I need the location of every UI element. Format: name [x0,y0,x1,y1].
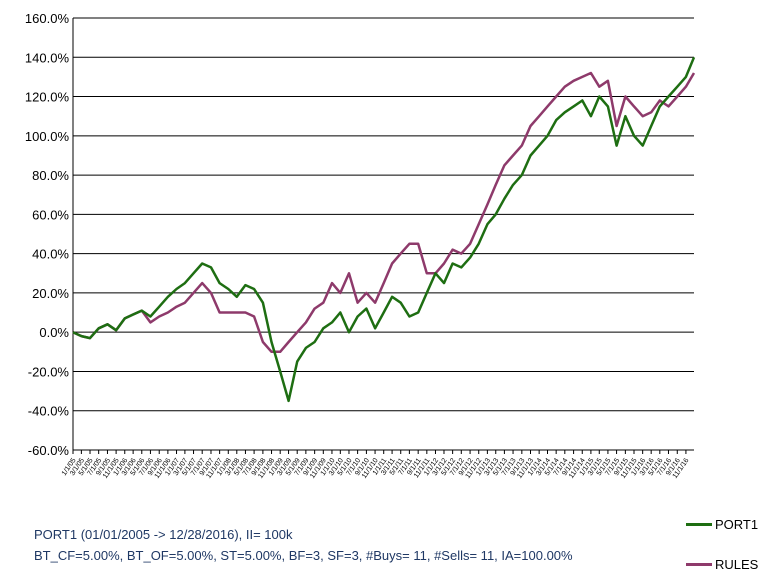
y-tick-label: -40.0% [28,404,70,419]
y-tick-label: 20.0% [32,286,69,301]
legend-swatch-rules [686,562,712,566]
legend-label-port1: PORT1 [715,516,759,532]
y-tick-label: 60.0% [32,207,69,222]
legend-swatch-port1 [686,522,712,526]
x-tick-labels: 1/1/053/1/055/1/057/1/059/1/0511/1/051/1… [61,450,691,480]
y-tick-label: -20.0% [28,364,70,379]
y-tick-label: 140.0% [25,50,70,65]
y-tick-label: -60.0% [28,443,70,458]
legend-label-rules: RULES [715,556,759,572]
series-line-rules [72,71,696,354]
legend-item-port1: PORT1 [686,516,758,532]
y-tick-label: 40.0% [32,247,69,262]
legend-item-rules: RULES [686,556,758,572]
y-tick-label: 120.0% [25,90,70,105]
series-line-port1 [72,56,696,403]
y-tick-label: 80.0% [32,168,69,183]
caption-line-1: PORT1 (01/01/2005 -> 12/28/2016), II= 10… [34,527,293,542]
y-tick-label: 0.0% [39,325,69,340]
y-tick-label: 100.0% [25,129,70,144]
series-lines [72,56,696,403]
y-tick-label: 160.0% [25,11,70,26]
caption-line-2: BT_CF=5.00%, BT_OF=5.00%, ST=5.00%, BF=3… [34,548,573,563]
y-tick-labels: -60.0% -40.0% -20.0% 0.0% 20.0% 40.0% 60.0% 80.… [25,11,70,458]
gridlines [73,17,694,451]
